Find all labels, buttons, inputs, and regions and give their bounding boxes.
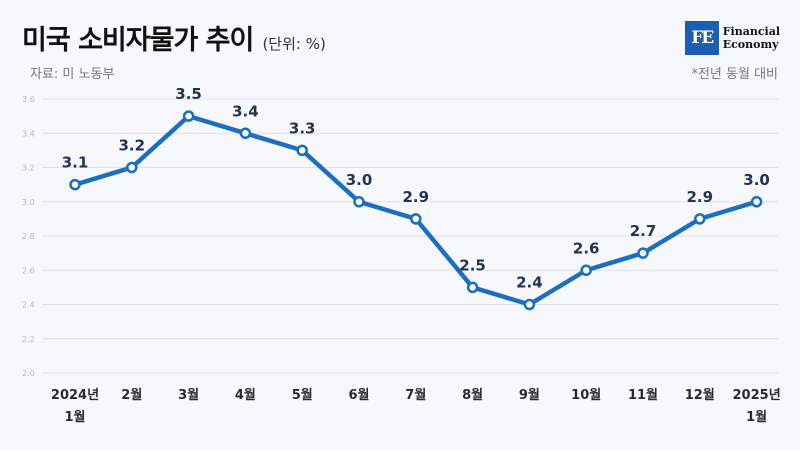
x-tick-label: 12월 <box>685 387 715 403</box>
data-label: 3.4 <box>232 102 259 120</box>
x-tick-label: 11월 <box>628 387 658 403</box>
unit-label: (단위: %) <box>262 35 326 53</box>
data-point <box>466 281 479 294</box>
data-label: 3.2 <box>119 137 146 155</box>
x-tick-label: 1월 <box>64 409 85 425</box>
logo-wordmark: Financial Economy <box>723 25 780 51</box>
x-tick-label: 3월 <box>178 387 199 403</box>
data-label: 2.9 <box>687 188 714 206</box>
logo-line-1: Financial <box>722 25 780 38</box>
series-line <box>72 113 759 307</box>
data-point <box>523 298 536 311</box>
chart-title-area: 미국 소비자물가 추이 (단위: %) <box>22 18 326 57</box>
y-tick-label: 3.2 <box>22 164 35 173</box>
data-label: 3.0 <box>743 171 770 189</box>
x-tick-label: 6월 <box>348 387 369 403</box>
x-tick-label: 4월 <box>235 387 256 403</box>
logo-mark: FE <box>684 21 719 55</box>
x-tick-label: 7월 <box>405 387 426 403</box>
x-tick-label: 9월 <box>519 387 540 403</box>
y-tick-label: 2.6 <box>22 266 35 275</box>
data-label: 3.1 <box>62 154 89 172</box>
data-label: 2.9 <box>403 188 430 206</box>
y-tick-label: 2.0 <box>22 369 35 378</box>
data-point <box>637 247 649 259</box>
data-label: 2.7 <box>630 222 657 240</box>
data-label: 2.5 <box>459 256 486 274</box>
data-point <box>580 264 592 276</box>
data-point <box>182 110 195 122</box>
data-point <box>750 196 763 208</box>
data-label: 2.4 <box>516 274 543 292</box>
x-tick-label: 2025년 <box>733 388 781 403</box>
y-tick-label: 2.8 <box>22 232 35 241</box>
brand-logo: FE Financial Economy <box>684 20 780 56</box>
data-label: 2.6 <box>573 239 600 257</box>
y-tick-label: 3.6 <box>22 95 35 104</box>
data-point <box>126 161 138 174</box>
x-tick-label: 2월 <box>121 387 142 403</box>
logo-line-2: Economy <box>722 38 779 51</box>
data-point <box>239 127 252 139</box>
data-label: 3.3 <box>289 119 316 137</box>
data-label: 3.5 <box>175 85 202 103</box>
y-tick-label: 2.2 <box>22 335 35 344</box>
data-point <box>353 196 365 208</box>
footnote-label: *전년 동월 대비 <box>691 67 778 82</box>
y-tick-label: 3.4 <box>22 129 35 138</box>
data-point <box>694 213 706 225</box>
data-point <box>69 178 81 191</box>
y-tick-label: 2.4 <box>22 301 35 310</box>
source-label: 자료: 미 노동부 <box>30 67 115 82</box>
y-tick-label: 3.0 <box>22 198 35 207</box>
data-point <box>296 144 308 157</box>
x-tick-label: 5월 <box>292 387 313 403</box>
data-point <box>410 213 422 225</box>
x-tick-label: 2024년 <box>51 388 99 403</box>
data-label: 3.0 <box>346 171 373 189</box>
x-tick-label: 8월 <box>462 387 483 403</box>
x-tick-label: 1월 <box>746 409 767 425</box>
chart-title: 미국 소비자물가 추이 <box>22 25 254 56</box>
x-tick-label: 10월 <box>571 387 601 403</box>
